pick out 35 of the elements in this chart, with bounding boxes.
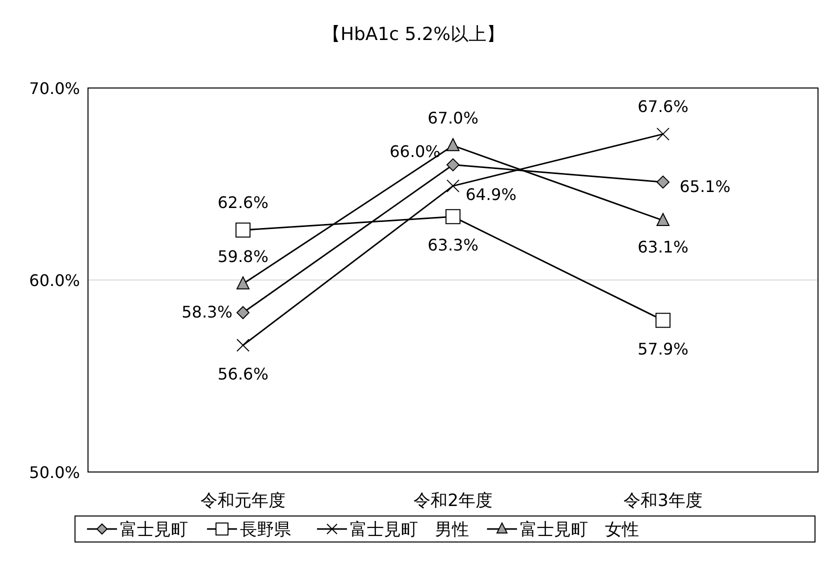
point	[236, 222, 250, 238]
x-tick-label: 令和元年度	[200, 491, 286, 511]
point	[236, 276, 250, 290]
point	[446, 138, 460, 152]
point	[446, 209, 460, 224]
legend-label: 富士見町	[120, 520, 188, 540]
x-tick-label: 令和2年度	[414, 491, 492, 511]
x-tick-label: 令和3年度	[624, 491, 702, 511]
point	[656, 128, 670, 141]
point	[236, 338, 250, 352]
point	[236, 306, 250, 320]
data-label: 56.6%	[218, 364, 268, 384]
data-label: 65.1%	[680, 177, 730, 196]
data-label: 63.1%	[638, 237, 688, 256]
point	[446, 158, 460, 172]
data-label: 64.9%	[466, 184, 516, 204]
data-label: 63.3%	[428, 236, 478, 255]
data-label: 66.0%	[390, 142, 440, 161]
legend-label: 長野県	[240, 520, 291, 540]
data-label: 67.6%	[638, 97, 688, 116]
data-label: 67.0%	[428, 108, 478, 128]
y-tick-label: 60.0%	[29, 271, 80, 290]
data-label: 59.8%	[218, 246, 268, 266]
chart-title: 【HbA1c 5.2%以上】	[322, 24, 505, 45]
point	[656, 312, 670, 328]
data-label: 57.9%	[638, 339, 688, 358]
point	[656, 176, 670, 189]
point	[656, 212, 670, 226]
legend-label: 富士見町 女性	[520, 520, 639, 540]
data-label: 62.6%	[218, 193, 268, 212]
legend-label: 富士見町 男性	[350, 520, 469, 540]
data-label: 58.3%	[182, 302, 232, 322]
y-tick-label: 50.0%	[29, 463, 80, 482]
y-tick-label: 70.0%	[29, 79, 80, 98]
point	[446, 179, 460, 192]
